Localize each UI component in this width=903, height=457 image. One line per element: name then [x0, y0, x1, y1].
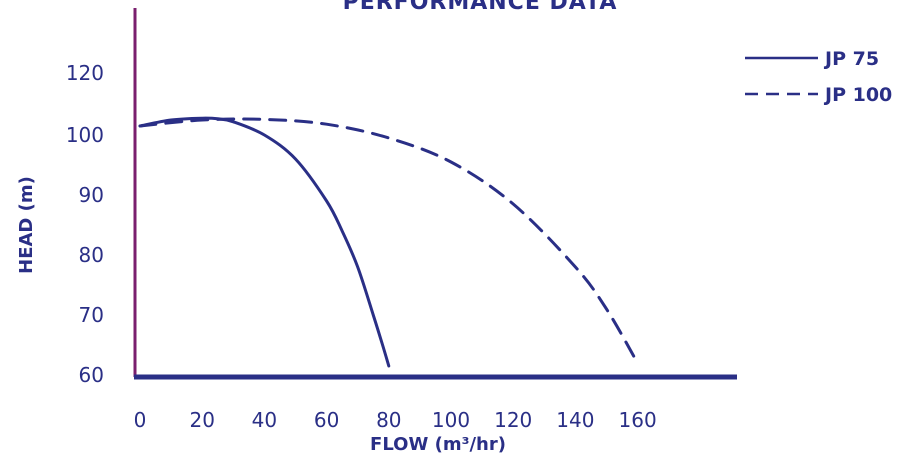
chart-title: PERFORMANCE DATA [343, 0, 618, 15]
series-lines [138, 116, 640, 368]
series-line-jp-100 [138, 117, 640, 365]
x-tick-label: 100 [432, 408, 470, 432]
x-tick-label: 120 [494, 408, 532, 432]
x-tick-label: 60 [314, 408, 339, 432]
x-tick-label: 0 [134, 408, 147, 432]
x-axis-label: FLOW (m³/hr) [370, 434, 506, 455]
x-tick-label: 20 [189, 408, 214, 432]
x-tick-label: 140 [556, 408, 594, 432]
series-line-jp-75 [138, 116, 391, 368]
y-tick-label: 70 [79, 303, 104, 327]
y-tick-label: 100 [66, 123, 104, 147]
y-tick-label: 120 [66, 61, 104, 85]
y-axis-label: HEAD (m) [16, 176, 37, 274]
x-tick-label: 80 [376, 408, 401, 432]
y-tick-label: 80 [79, 243, 104, 267]
legend-label-jp-100: JP 100 [823, 84, 892, 106]
x-tick-label: 40 [252, 408, 277, 432]
x-tick-label: 160 [619, 408, 657, 432]
y-tick-label: 60 [79, 363, 104, 387]
legend-label-jp-75: JP 75 [823, 48, 879, 70]
tick-labels: 0 20 40 60 80 100 120 140 160 60 70 80 90 100 120 [66, 61, 657, 432]
y-tick-label: 90 [79, 183, 104, 207]
axes [133, 8, 737, 380]
legend: JP 75 JP 100 [745, 48, 892, 106]
